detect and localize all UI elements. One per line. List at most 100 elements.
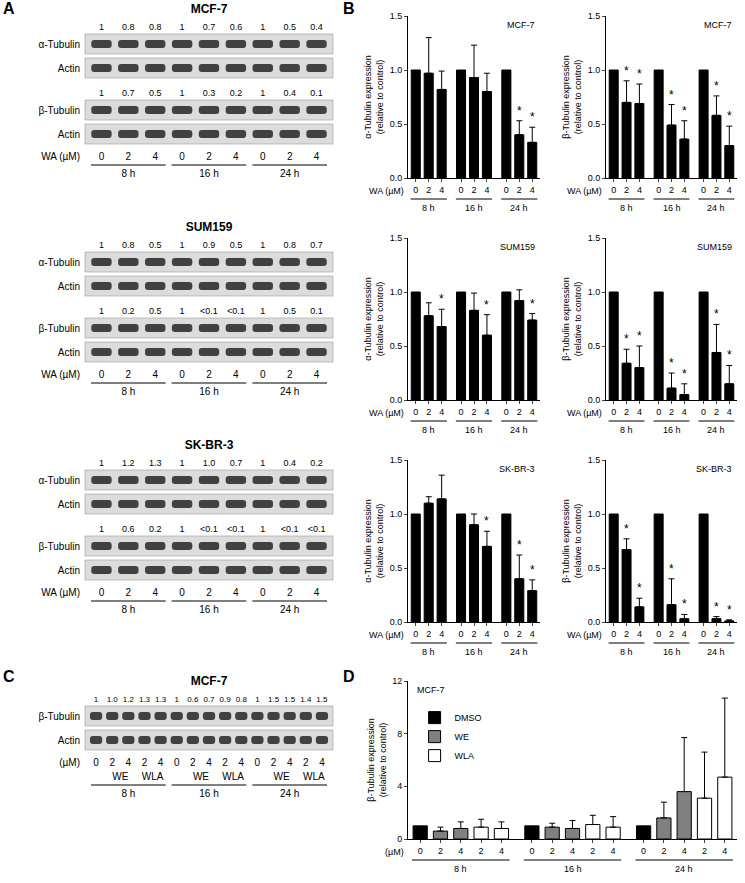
svg-text:α-Tubulin expression(relative: α-Tubulin expression(relative to control…	[363, 277, 385, 360]
svg-text:<0.1: <0.1	[227, 524, 245, 534]
svg-text:1: 1	[180, 458, 185, 468]
svg-text:1.5: 1.5	[588, 11, 601, 21]
svg-text:1.3: 1.3	[155, 695, 167, 704]
svg-text:Actin: Actin	[58, 63, 80, 74]
svg-text:1: 1	[180, 524, 185, 534]
svg-text:0: 0	[99, 587, 105, 598]
svg-text:0: 0	[260, 151, 266, 162]
svg-text:2: 2	[190, 757, 196, 768]
svg-text:β-Tubulin: β-Tubulin	[38, 105, 80, 116]
svg-text:0: 0	[99, 151, 105, 162]
svg-text:0.0: 0.0	[588, 617, 601, 627]
svg-text:2: 2	[517, 629, 522, 639]
svg-text:0.5: 0.5	[390, 563, 403, 573]
svg-text:1.0: 1.0	[588, 509, 601, 519]
svg-text:0: 0	[701, 629, 706, 639]
svg-text:24 h: 24 h	[280, 604, 299, 615]
svg-text:WLA: WLA	[222, 771, 244, 782]
svg-text:0: 0	[611, 185, 616, 195]
svg-text:4: 4	[530, 629, 535, 639]
svg-text:0.2: 0.2	[122, 306, 135, 316]
svg-text:4: 4	[319, 757, 325, 768]
svg-text:0: 0	[701, 407, 706, 417]
svg-text:2: 2	[517, 185, 522, 195]
svg-text:Actin: Actin	[58, 129, 80, 140]
svg-text:2: 2	[714, 629, 719, 639]
svg-text:1.5: 1.5	[588, 455, 601, 465]
svg-text:1.0: 1.0	[390, 65, 403, 75]
svg-text:β-Tubulin: β-Tubulin	[38, 323, 80, 334]
svg-text:8 h: 8 h	[121, 604, 135, 615]
svg-text:(µM): (µM)	[385, 847, 404, 857]
svg-text:*: *	[727, 109, 732, 123]
svg-text:0.1: 0.1	[310, 306, 323, 316]
svg-text:SUM159: SUM159	[186, 220, 233, 234]
svg-text:2: 2	[126, 587, 132, 598]
svg-text:2: 2	[206, 369, 212, 380]
svg-text:4: 4	[206, 757, 212, 768]
svg-text:<0.1: <0.1	[200, 306, 218, 316]
svg-text:8 h: 8 h	[121, 788, 135, 799]
svg-text:0.4: 0.4	[283, 458, 296, 468]
svg-text:4: 4	[314, 587, 320, 598]
svg-text:0: 0	[413, 629, 418, 639]
svg-text:0: 0	[504, 185, 509, 195]
svg-text:SK-BR-3: SK-BR-3	[185, 438, 234, 452]
svg-text:1.0: 1.0	[390, 509, 403, 519]
svg-text:4: 4	[314, 369, 320, 380]
svg-text:0: 0	[611, 629, 616, 639]
svg-text:WA (µM): WA (µM)	[567, 408, 602, 418]
svg-text:(µM): (µM)	[59, 757, 80, 768]
svg-text:*: *	[669, 88, 674, 102]
svg-text:WA (µM): WA (µM)	[369, 186, 404, 196]
svg-text:*: *	[637, 581, 642, 595]
svg-text:2: 2	[669, 629, 674, 639]
svg-text:2: 2	[479, 846, 484, 856]
svg-text:4: 4	[530, 407, 535, 417]
svg-text:2: 2	[126, 369, 132, 380]
svg-text:WLA: WLA	[455, 751, 475, 761]
svg-text:Actin: Actin	[58, 281, 80, 292]
svg-text:4: 4	[722, 846, 727, 856]
svg-text:0: 0	[641, 846, 646, 856]
svg-text:SK-BR-3: SK-BR-3	[696, 464, 732, 474]
svg-text:0.0: 0.0	[588, 173, 601, 183]
svg-text:1: 1	[94, 695, 99, 704]
svg-text:1: 1	[99, 458, 104, 468]
svg-text:1: 1	[180, 22, 185, 32]
svg-text:0.5: 0.5	[588, 119, 601, 129]
svg-text:0.9: 0.9	[220, 695, 232, 704]
svg-text:0.3: 0.3	[203, 88, 216, 98]
svg-text:4: 4	[727, 629, 732, 639]
svg-text:4: 4	[484, 407, 489, 417]
svg-text:4: 4	[727, 185, 732, 195]
svg-text:*: *	[530, 563, 535, 577]
svg-text:0.5: 0.5	[390, 341, 403, 351]
svg-text:16 h: 16 h	[465, 647, 483, 657]
svg-text:0.6: 0.6	[122, 524, 135, 534]
svg-text:16 h: 16 h	[199, 168, 218, 179]
svg-text:0: 0	[179, 369, 185, 380]
svg-text:*: *	[530, 110, 535, 124]
svg-text:2: 2	[426, 407, 431, 417]
svg-text:1: 1	[180, 88, 185, 98]
svg-text:<0.1: <0.1	[281, 524, 299, 534]
svg-text:2: 2	[206, 587, 212, 598]
svg-text:0.5: 0.5	[588, 563, 601, 573]
svg-text:SK-BR-3: SK-BR-3	[499, 464, 535, 474]
svg-text:4: 4	[484, 629, 489, 639]
svg-text:0: 0	[459, 407, 464, 417]
svg-text:2: 2	[426, 185, 431, 195]
svg-text:2: 2	[624, 407, 629, 417]
svg-text:0: 0	[260, 587, 266, 598]
svg-text:Actin: Actin	[58, 499, 80, 510]
svg-text:0.5: 0.5	[283, 22, 296, 32]
svg-text:WE: WE	[112, 771, 128, 782]
svg-text:2: 2	[142, 757, 148, 768]
svg-text:WA (µM): WA (µM)	[41, 587, 80, 598]
svg-text:4: 4	[152, 151, 158, 162]
svg-text:2: 2	[624, 185, 629, 195]
svg-text:4: 4	[233, 151, 239, 162]
svg-text:4: 4	[682, 185, 687, 195]
svg-text:1: 1	[260, 524, 265, 534]
